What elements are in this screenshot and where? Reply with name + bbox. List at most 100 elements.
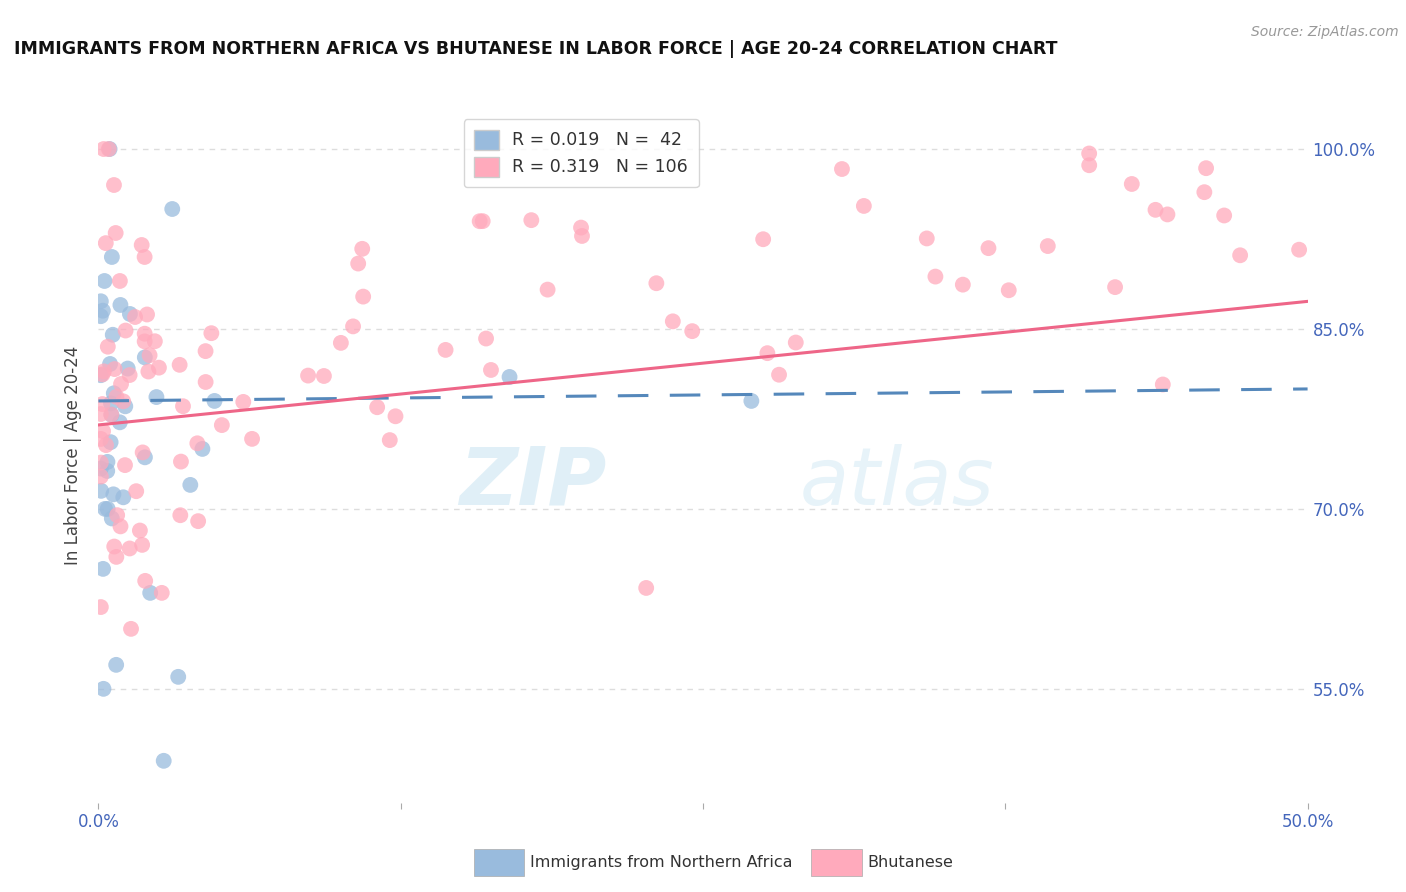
Point: [162, 202, 184, 216]
Point: [125, 484, 148, 499]
Point: [134, 334, 156, 349]
Text: ZIP: ZIP: [458, 443, 606, 522]
Point: [103, 386, 125, 401]
Point: [91, 424, 114, 438]
Text: Bhutanese: Bhutanese: [868, 855, 953, 870]
Point: [479, 363, 502, 377]
Point: [475, 332, 498, 346]
Point: [662, 314, 685, 328]
Point: [1078, 158, 1101, 172]
Point: [105, 508, 128, 523]
Point: [150, 586, 173, 600]
Point: [179, 478, 201, 492]
Point: [167, 670, 190, 684]
Point: [134, 351, 156, 365]
Point: [134, 450, 156, 465]
Point: [90, 483, 112, 498]
Point: [498, 370, 520, 384]
Point: [100, 408, 122, 422]
Point: [1156, 207, 1178, 221]
Point: [681, 324, 703, 338]
Text: Source: ZipAtlas.com: Source: ZipAtlas.com: [1251, 25, 1399, 39]
Point: [93, 364, 115, 378]
Point: [924, 269, 946, 284]
Point: [297, 368, 319, 383]
Point: [172, 399, 194, 413]
Point: [342, 319, 364, 334]
Point: [118, 541, 141, 556]
Point: [110, 376, 132, 391]
Point: [852, 199, 875, 213]
Point: [91, 368, 114, 382]
Point: [90, 600, 112, 615]
Y-axis label: In Labor Force | Age 20-24: In Labor Force | Age 20-24: [65, 345, 83, 565]
Point: [110, 519, 132, 533]
Point: [131, 538, 153, 552]
Point: [90, 432, 112, 446]
Point: [93, 681, 115, 696]
Point: [329, 335, 352, 350]
Point: [136, 308, 159, 322]
Point: [131, 445, 153, 459]
Point: [138, 348, 160, 362]
Point: [366, 401, 388, 415]
Point: [170, 454, 193, 468]
Point: [112, 394, 135, 409]
Point: [378, 433, 401, 447]
Point: [645, 277, 668, 291]
Point: [94, 502, 117, 516]
Point: [352, 290, 374, 304]
Point: [131, 238, 153, 252]
Point: [90, 469, 112, 483]
Point: [97, 502, 120, 516]
Point: [97, 142, 120, 156]
Text: Immigrants from Northern Africa: Immigrants from Northern Africa: [530, 855, 793, 870]
Text: IMMIGRANTS FROM NORTHERN AFRICA VS BHUTANESE IN LABOR FORCE | AGE 20-24 CORRELAT: IMMIGRANTS FROM NORTHERN AFRICA VS BHUTA…: [14, 40, 1057, 58]
Point: [129, 524, 152, 538]
Point: [90, 456, 112, 470]
Point: [105, 657, 128, 672]
Point: [1121, 177, 1143, 191]
Point: [204, 393, 226, 408]
Point: [636, 581, 658, 595]
Point: [96, 464, 118, 478]
Point: [169, 508, 191, 523]
Point: [108, 274, 131, 288]
Point: [191, 442, 214, 456]
Point: [785, 335, 807, 350]
Point: [186, 436, 208, 450]
Point: [915, 231, 938, 245]
Point: [120, 622, 142, 636]
Point: [100, 408, 122, 422]
Point: [768, 368, 790, 382]
Point: [211, 418, 233, 433]
Point: [94, 438, 117, 452]
Point: [997, 283, 1019, 297]
Point: [384, 409, 406, 424]
Point: [471, 214, 494, 228]
Point: [138, 364, 160, 378]
Point: [1144, 202, 1167, 217]
Point: [91, 303, 114, 318]
Point: [145, 390, 167, 404]
Point: [468, 214, 491, 228]
Point: [90, 294, 112, 309]
Point: [105, 390, 128, 404]
Point: [101, 327, 124, 342]
Point: [112, 490, 135, 504]
Text: atlas: atlas: [800, 443, 994, 522]
Point: [571, 229, 593, 244]
Point: [110, 298, 132, 312]
Point: [139, 586, 162, 600]
Point: [103, 178, 125, 192]
Point: [105, 549, 128, 564]
Point: [117, 361, 139, 376]
Point: [103, 540, 125, 554]
Point: [752, 232, 775, 246]
Point: [347, 256, 370, 270]
Point: [1104, 280, 1126, 294]
Point: [312, 369, 335, 384]
Point: [1194, 185, 1216, 199]
Point: [98, 357, 121, 371]
Point: [114, 399, 136, 413]
